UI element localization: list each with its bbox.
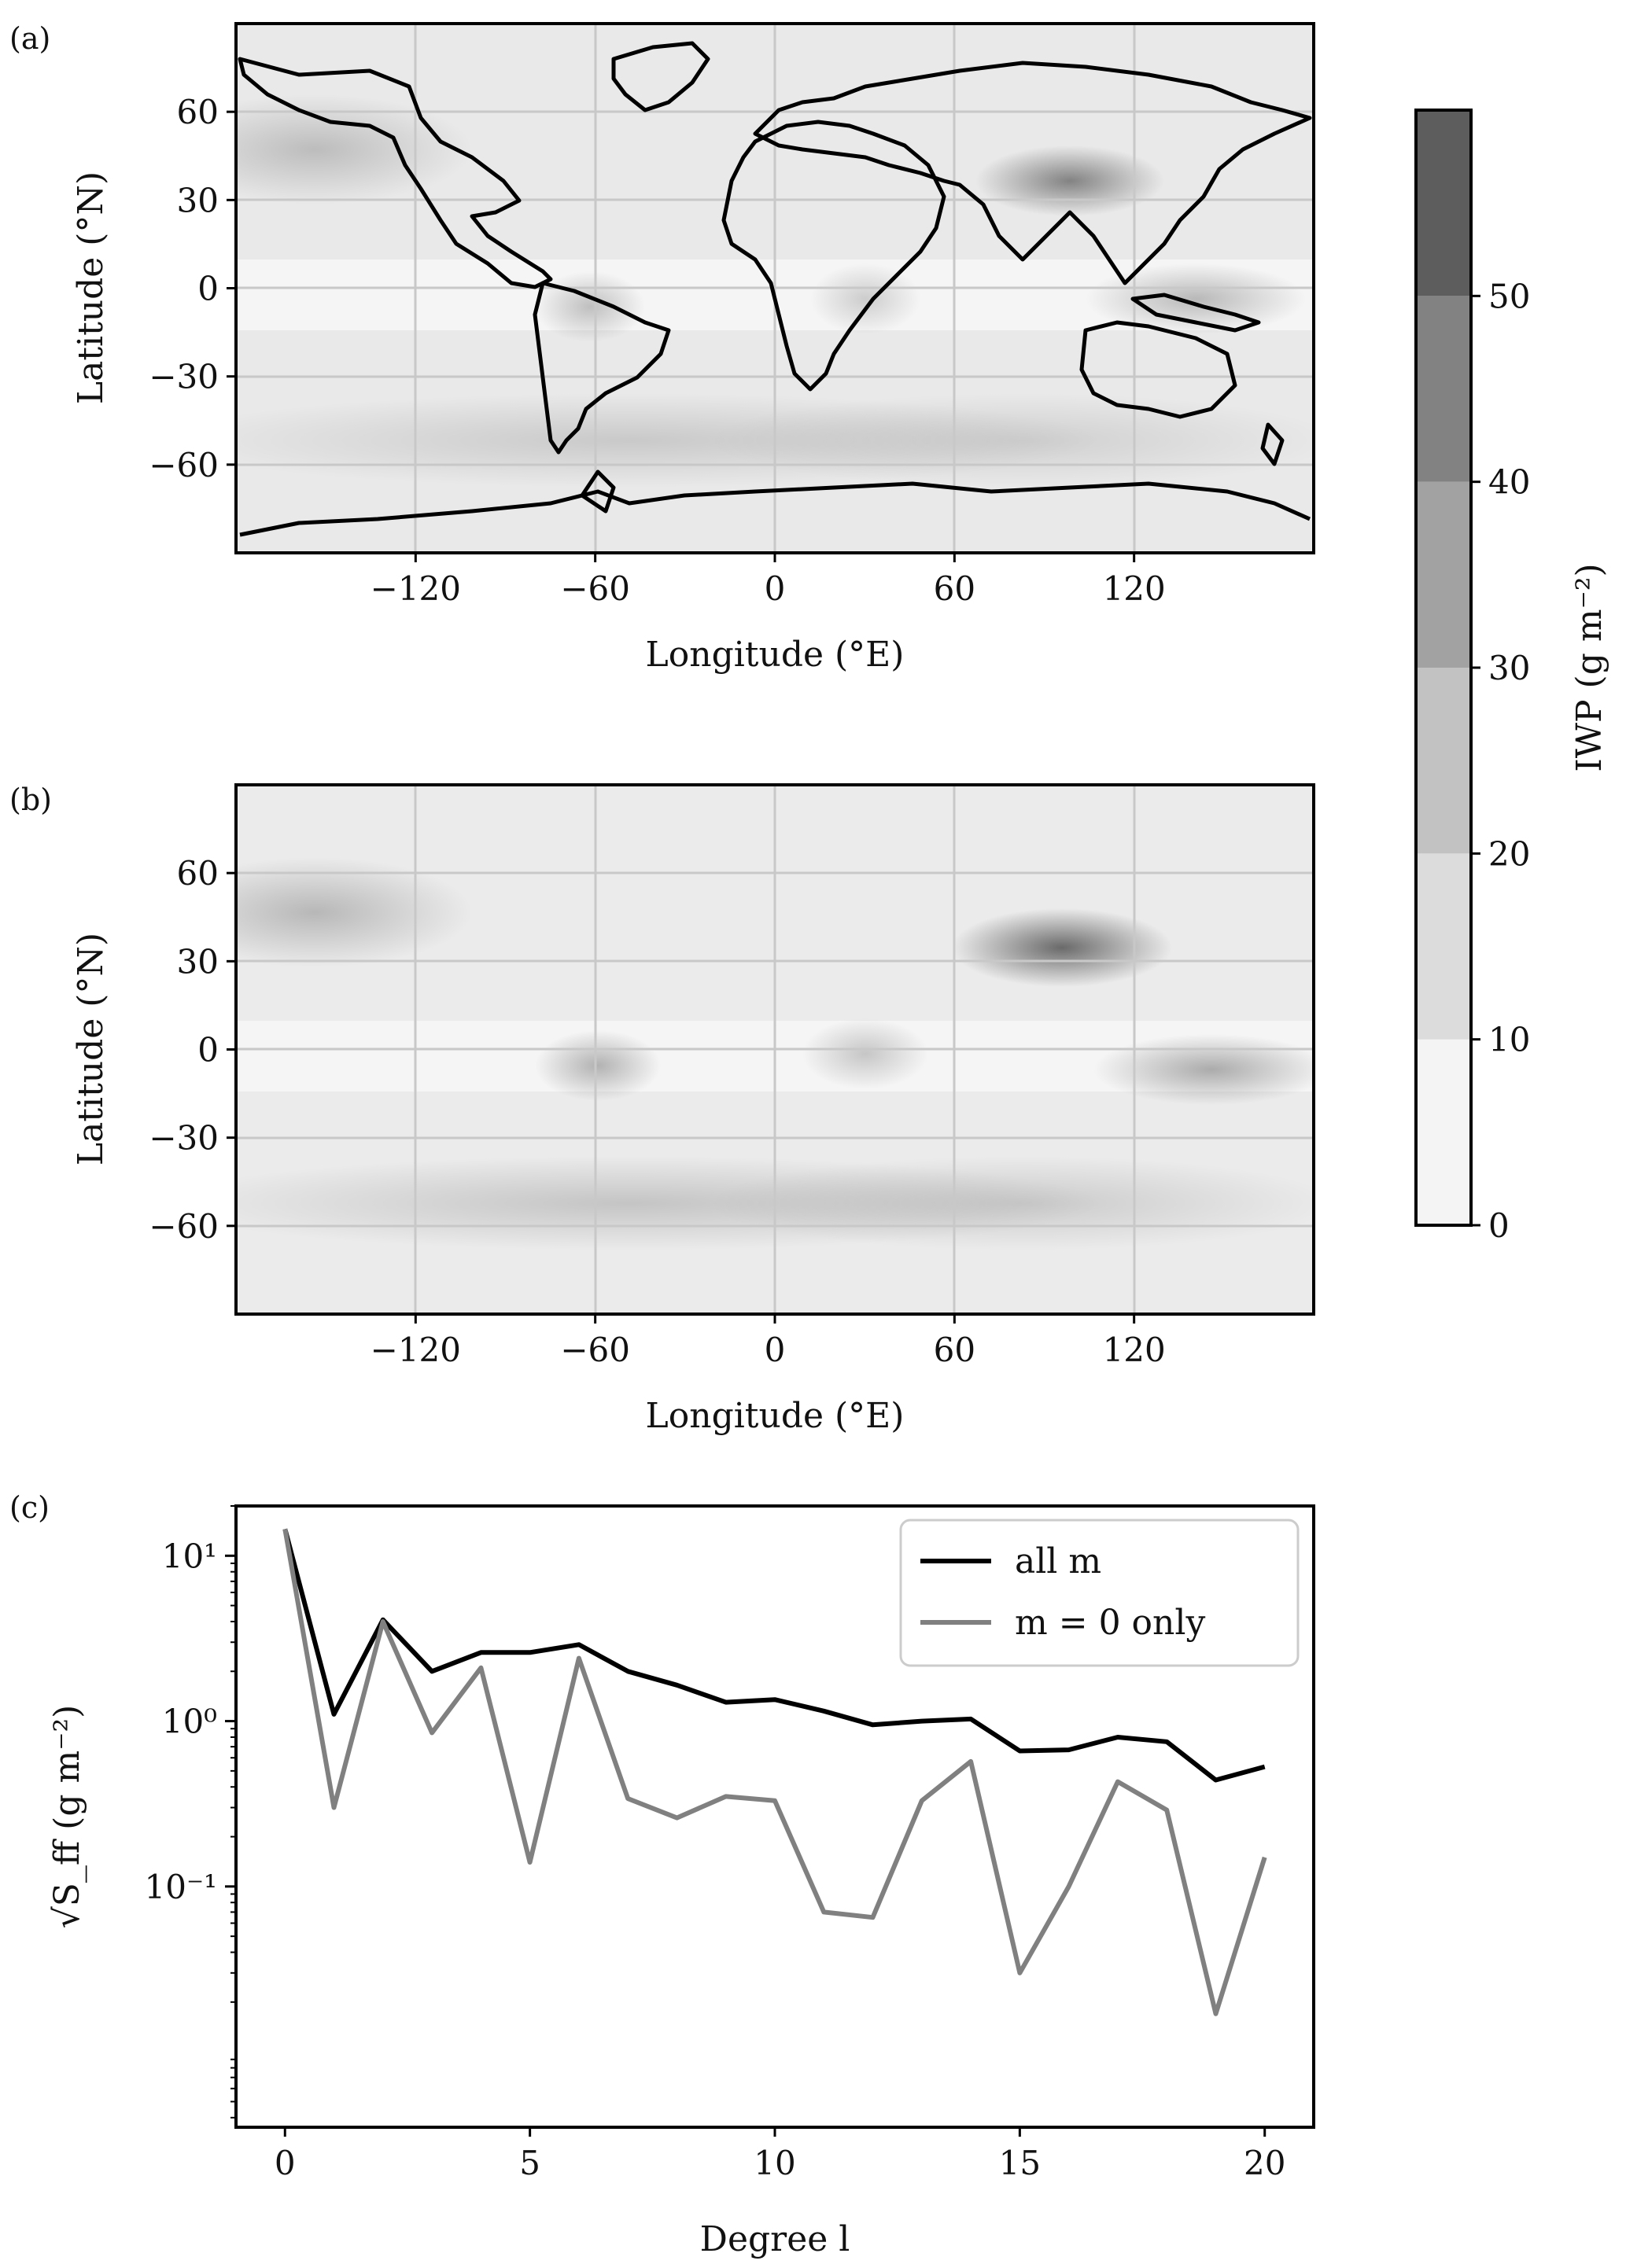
b-ytick-label: 60	[177, 854, 219, 893]
panel-c-xlabel: Degree l	[700, 2219, 850, 2259]
colorbar-swatch	[1416, 296, 1471, 482]
legend-label: all m	[1015, 1541, 1101, 1581]
b-xtick-label: −120	[371, 1331, 461, 1369]
colorbar-tick-label: 10	[1488, 1021, 1530, 1059]
svg-text:√S_ff (g m⁻²): √S_ff (g m⁻²)	[47, 1705, 87, 1929]
panel-a: (a)	[9, 21, 1315, 675]
a-ytick-label: 0	[197, 270, 219, 308]
panel-a-map	[234, 22, 1315, 554]
c-ytick-label: 10⁻¹	[145, 1868, 217, 1906]
panel-c-series	[282, 1528, 1267, 2016]
colorbar-swatch	[1416, 110, 1471, 296]
panel-a-ylabel: Latitude (°N)	[71, 171, 111, 404]
b-ytick-label: 30	[177, 942, 219, 981]
c-xtick-label: 0	[275, 2144, 296, 2182]
panel-a-xlabel: Longitude (°E)	[646, 635, 905, 675]
panel-c-ticks: 0 5 10 15 20 10¹ 10⁰ 10⁻¹	[145, 1505, 1285, 2182]
c-ytick-label: 10⁰	[162, 1703, 217, 1741]
panel-a-label: (a)	[9, 21, 50, 56]
c-xtick-label: 15	[999, 2144, 1041, 2182]
colorbar-tick-label: 50	[1488, 277, 1530, 315]
panel-c: (c) 0 5 10 15 20 10¹ 10⁰ 10⁻¹ all m m = 0 only D…	[9, 1490, 1315, 2259]
panel-a-ticks: −120 −60 0 60 120 60 30 0 −30 −60	[149, 93, 1165, 608]
colorbar-swatch	[1416, 1039, 1471, 1225]
colorbar-tick-label: 30	[1488, 649, 1530, 687]
panel-b-xlabel: Longitude (°E)	[646, 1396, 905, 1436]
c-xtick-label: 5	[519, 2144, 540, 2182]
b-ytick-label: −30	[149, 1119, 219, 1158]
a-ytick-label: 30	[177, 181, 219, 219]
panel-c-frame	[234, 1504, 1315, 2129]
a-xtick-label: −120	[371, 569, 461, 608]
panel-b-ylabel: Latitude (°N)	[71, 933, 111, 1165]
b-xtick-label: −60	[560, 1331, 630, 1369]
colorbar: 0 10 20 30 40 50 IWP (g m⁻²)	[1414, 109, 1609, 1245]
panel-b-label: (b)	[9, 782, 52, 817]
panel-c-ylabel: √S_ff (g m⁻²)	[47, 1705, 87, 1929]
colorbar-swatch	[1416, 481, 1471, 668]
colorbar-swatches	[1416, 110, 1471, 1225]
b-ytick-label: 0	[197, 1031, 219, 1070]
b-xtick-label: 60	[934, 1331, 975, 1369]
colorbar-tick-label: 20	[1488, 834, 1530, 873]
a-ytick-label: −60	[149, 446, 219, 484]
c-xtick-label: 20	[1244, 2144, 1285, 2182]
a-xtick-label: 120	[1103, 569, 1166, 608]
c-xtick-label: 10	[754, 2144, 795, 2182]
legend: all m m = 0 only	[899, 1519, 1300, 1667]
a-xtick-label: −60	[560, 569, 630, 608]
b-ytick-label: −60	[149, 1207, 219, 1246]
legend-box	[899, 1519, 1300, 1667]
legend-label: m = 0 only	[1015, 1603, 1205, 1643]
colorbar-swatch	[1416, 668, 1471, 854]
colorbar-tick-label: 0	[1488, 1206, 1510, 1245]
colorbar-label: IWP (g m⁻²)	[1569, 563, 1609, 771]
panel-c-label: (c)	[9, 1490, 50, 1525]
panel-b-map	[234, 783, 1315, 1316]
panel-b: (b)	[9, 782, 1315, 1436]
b-xtick-label: 0	[765, 1331, 786, 1369]
b-xtick-label: 120	[1103, 1331, 1166, 1369]
colorbar-swatch	[1416, 853, 1471, 1040]
a-xtick-label: 0	[765, 569, 786, 608]
colorbar-tick-label: 40	[1488, 463, 1530, 502]
a-ytick-label: 60	[177, 93, 219, 131]
a-ytick-label: −30	[149, 358, 219, 396]
panel-b-ticks: −120 −60 0 60 120 60 30 0 −30 −60	[149, 854, 1165, 1369]
colorbar-ticks: 0 10 20 30 40 50	[1471, 277, 1530, 1245]
a-xtick-label: 60	[934, 569, 975, 608]
c-ytick-label: 10¹	[162, 1537, 217, 1575]
panel-b-gridlines	[236, 785, 1314, 1314]
